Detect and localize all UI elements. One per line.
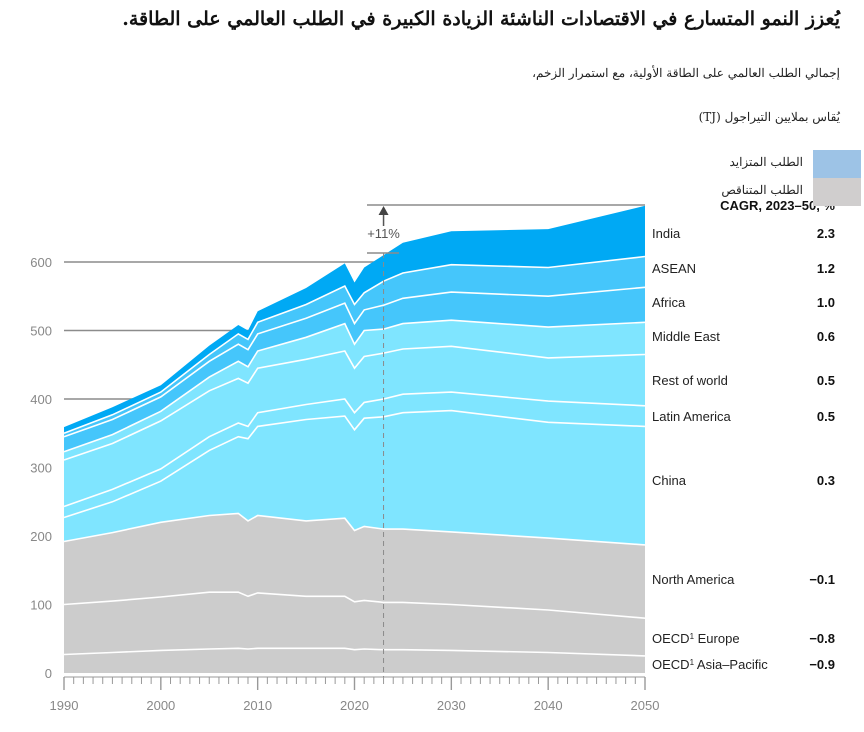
area-middle-east xyxy=(64,320,645,460)
series-label: North America xyxy=(652,572,735,587)
footnote-marker: 1 xyxy=(690,632,695,641)
cagr-value: 0.3 xyxy=(817,473,835,488)
annotation-label: +11% xyxy=(367,226,400,241)
series-labels: OECD1 Asia–Pacific −0.9 OECD1 Europe −0.8 No… xyxy=(652,226,835,672)
separator-line xyxy=(63,345,646,461)
x-tick-label: 2050 xyxy=(631,698,660,713)
x-tick-label: 2010 xyxy=(243,698,272,713)
x-tick-label: 2030 xyxy=(437,698,466,713)
cagr-value: −0.9 xyxy=(809,657,835,672)
series-label: Rest of world xyxy=(652,373,728,388)
x-tick-label: 1990 xyxy=(50,698,79,713)
series-label: Middle East xyxy=(652,329,720,344)
chart-subtitle: إجمالي الطلب العالمي على الطاقة الأولية،… xyxy=(532,66,840,80)
cagr-value: −0.8 xyxy=(809,631,835,646)
series-label: Africa xyxy=(652,295,686,310)
separator-line xyxy=(63,647,646,657)
y-axis: 0 100 200 300 400 500 600 xyxy=(30,255,52,681)
series-label: India xyxy=(652,226,681,241)
series-label-rest: Asia–Pacific xyxy=(694,657,768,672)
footnote-marker: 1 xyxy=(690,658,695,667)
y-tick-label: 400 xyxy=(30,392,52,407)
area-oecd-europe xyxy=(64,592,645,656)
separator-line xyxy=(63,409,646,519)
y-tick-label: 300 xyxy=(30,461,52,476)
cagr-value: 1.2 xyxy=(817,261,835,276)
legend-item-increasing: الطلب المتزايد xyxy=(711,150,861,178)
cagr-value: 0.5 xyxy=(817,409,835,424)
separator-line xyxy=(63,391,646,508)
cagr-value: 0.5 xyxy=(817,373,835,388)
separator-line xyxy=(63,319,646,453)
separator-line xyxy=(63,512,646,546)
x-tick-label: 2020 xyxy=(340,698,369,713)
legend-label-decreasing: الطلب المتناقص xyxy=(719,183,805,197)
y-tick-label: 0 xyxy=(45,666,52,681)
cagr-value: −0.1 xyxy=(809,572,835,587)
legend-label-increasing: الطلب المتزايد xyxy=(727,155,805,169)
series-label: OECD1 Europe xyxy=(652,631,740,646)
units-label: يُقاس بملايين التيراجول (TJ) xyxy=(698,110,840,124)
growth-annotation: +11% xyxy=(367,204,645,677)
y-tick-label: 200 xyxy=(30,529,52,544)
cagr-header: CAGR, 2023–50, % xyxy=(720,198,835,213)
separator-line xyxy=(63,591,646,619)
series-label: China xyxy=(652,473,687,488)
cagr-value: 2.3 xyxy=(817,226,835,241)
separator-line xyxy=(63,255,646,435)
series-label: ASEAN xyxy=(652,261,696,276)
area-layers xyxy=(64,205,645,673)
y-tick-label: 100 xyxy=(30,598,52,613)
y-tick-label: 500 xyxy=(30,324,52,339)
y-tick-label: 600 xyxy=(30,255,52,270)
cagr-value: 0.6 xyxy=(817,329,835,344)
layer-separators xyxy=(63,255,646,657)
area-china xyxy=(64,410,645,545)
area-asean xyxy=(64,256,645,437)
arrow-up-icon xyxy=(378,206,389,215)
series-label: OECD1 Asia–Pacific xyxy=(652,657,768,672)
area-africa xyxy=(64,287,645,452)
legend-swatch-decreasing xyxy=(813,178,861,206)
chart-title: يُعزز النمو المتسارع في الاقتصادات الناش… xyxy=(122,8,840,30)
separator-line xyxy=(63,286,646,438)
x-tick-label: 2000 xyxy=(146,698,175,713)
series-label-rest: Europe xyxy=(694,631,740,646)
area-india xyxy=(64,205,645,434)
cagr-value: 1.0 xyxy=(817,295,835,310)
area-oecd-asia-pacific xyxy=(64,648,645,673)
area-rest-of-world xyxy=(64,346,645,507)
x-tick-label: 2040 xyxy=(534,698,563,713)
x-axis: 1990 2000 2010 2020 2030 2040 2050 xyxy=(50,676,660,713)
legend-item-decreasing: الطلب المتناقص xyxy=(711,178,861,206)
legend: الطلب المتزايد الطلب المتناقص xyxy=(711,150,861,206)
series-label: Latin America xyxy=(652,409,732,424)
legend-swatch-increasing xyxy=(813,150,861,178)
area-latin-america xyxy=(64,392,645,518)
